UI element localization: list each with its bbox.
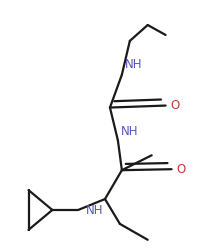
Text: NH: NH: [85, 204, 103, 217]
Text: O: O: [171, 99, 180, 112]
Text: O: O: [177, 163, 186, 176]
Text: NH: NH: [121, 125, 138, 138]
Text: NH: NH: [125, 58, 142, 71]
